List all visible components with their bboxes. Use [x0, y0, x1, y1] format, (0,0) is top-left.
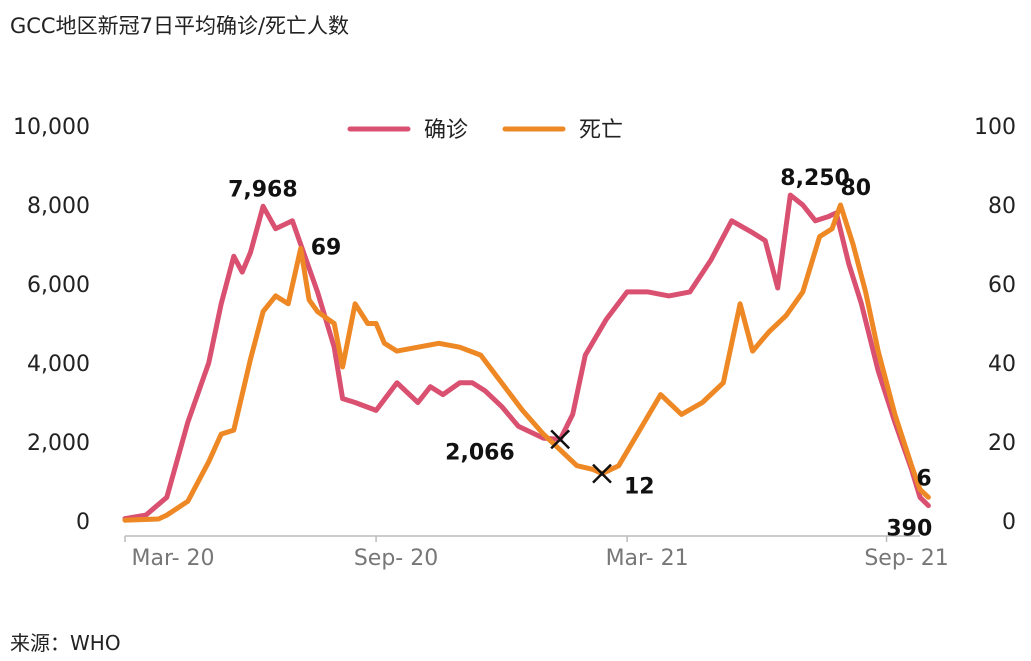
y-right-tick-label: 80	[988, 194, 1016, 219]
x-tick-label: Mar- 21	[606, 546, 689, 571]
x-tick-label: Sep- 21	[864, 546, 948, 571]
y-left-tick-label: 0	[76, 510, 90, 535]
y-left-tick-label: 6,000	[27, 273, 90, 298]
legend-label: 确诊	[424, 118, 468, 143]
data-label: 6	[916, 466, 931, 491]
data-label: 7,968	[228, 177, 298, 202]
annotation-marker	[550, 429, 571, 450]
series-line	[122, 192, 931, 522]
legend: 确诊 死亡	[347, 118, 623, 143]
y-left-tick-label: 10,000	[13, 115, 90, 140]
data-label: 8,250	[780, 166, 850, 191]
source-note: 来源：WHO	[10, 631, 121, 655]
chart-title: GCC地区新冠7日平均确诊/死亡人数	[10, 14, 350, 38]
axes-layer: 0 2,000 4,000 6,000 8,000 10,000 0 20 40 60 80 100 M…	[13, 115, 1016, 571]
series-layer	[122, 192, 931, 523]
y-right-tick-label: 0	[1002, 510, 1016, 535]
series-line	[122, 202, 931, 523]
y-right-tick-label: 20	[988, 431, 1016, 456]
data-label: 80	[841, 176, 872, 201]
data-label: 390	[886, 517, 932, 542]
y-left-tick-label: 8,000	[27, 194, 90, 219]
y-right-tick-label: 100	[974, 115, 1016, 140]
y-right-tick-label: 40	[988, 352, 1016, 377]
legend-label: 死亡	[579, 118, 623, 143]
data-label: 12	[624, 475, 655, 500]
y-left-tick-label: 4,000	[27, 352, 90, 377]
annotation-marker	[592, 463, 612, 484]
x-tick-label: Sep- 20	[354, 546, 438, 571]
x-tick-label: Mar- 20	[131, 546, 214, 571]
data-label: 69	[311, 235, 342, 260]
y-right-tick-label: 60	[988, 273, 1016, 298]
y-left-tick-label: 2,000	[27, 431, 90, 456]
data-label: 2,066	[445, 440, 515, 465]
